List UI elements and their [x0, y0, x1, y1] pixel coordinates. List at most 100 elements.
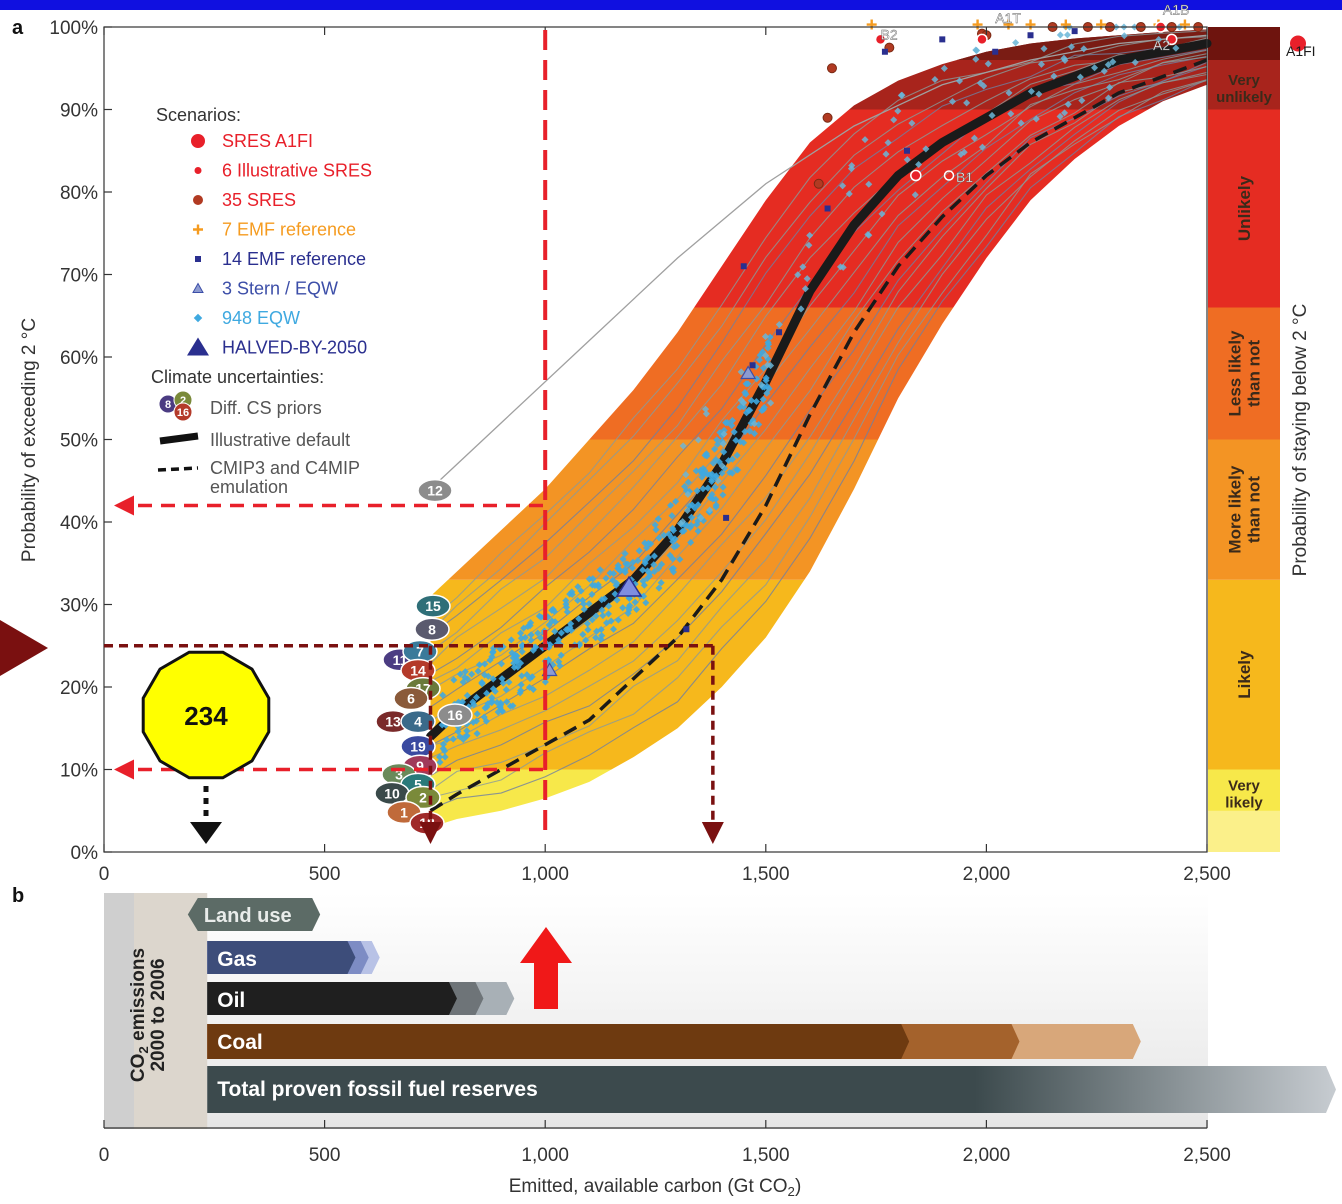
fan-curve-4: [430, 73, 1207, 759]
eqw-point: [655, 564, 663, 572]
eqw-point: [955, 77, 964, 85]
y-tick-label: 60%: [60, 348, 98, 369]
eqw-point: [728, 469, 736, 477]
legend-label: emulation: [210, 477, 288, 497]
legend-marker-icon: [192, 282, 204, 293]
eqw-point: [443, 736, 451, 744]
panel-b-bar-2: Oil: [207, 982, 515, 1015]
emf-orange-point: [1096, 19, 1107, 30]
eqw-point: [639, 566, 647, 574]
eqw-point: [621, 568, 629, 576]
eqw-point: [757, 381, 765, 389]
legend-cs-badge-number: 8: [165, 399, 171, 411]
band-label-0-line-1: likely: [1225, 794, 1263, 811]
eqw-point: [741, 428, 749, 436]
eqw-point: [640, 581, 648, 589]
legend-label: 35 SRES: [222, 190, 296, 210]
x-tick-label: 1,500: [742, 864, 790, 885]
eqw-point: [687, 538, 695, 546]
panel-b-label-strip: [104, 893, 134, 1129]
eqw-point: [526, 674, 534, 683]
eqw-point: [972, 55, 980, 63]
eqw-point: [497, 660, 506, 668]
eqw-point: [470, 701, 478, 709]
eqw-point: [704, 484, 712, 492]
eqw-point: [732, 436, 740, 444]
eqw-point: [742, 390, 750, 398]
eqw-point: [970, 134, 978, 142]
eqw-point: [682, 471, 690, 479]
bar-segment-0: [207, 1024, 910, 1059]
eqw-point: [474, 667, 482, 675]
legend-marker-icon: [193, 313, 203, 323]
cs-prior-badge-12: 12: [417, 478, 453, 503]
legend-label: Diff. CS priors: [210, 398, 322, 418]
eqw-point: [592, 634, 600, 642]
halved-by-2050-point: [615, 575, 643, 597]
eqw-point: [845, 190, 853, 198]
cs-prior-badge-number: 13: [385, 714, 401, 730]
eqw-point: [805, 241, 813, 249]
band-column-top: [1208, 27, 1280, 60]
emf-orange-point: [972, 19, 983, 30]
legend-climate-title: Climate uncertainties:: [151, 367, 324, 387]
eqw-point: [557, 651, 565, 659]
eqw-point: [861, 136, 869, 144]
eqw-point: [468, 670, 476, 678]
y-tick-label: 70%: [60, 266, 98, 287]
eqw-point: [760, 403, 768, 411]
eqw-point: [577, 587, 585, 595]
eqw-point: [750, 420, 758, 428]
eqw-point: [972, 46, 980, 54]
eqw-point: [737, 368, 745, 376]
eqw-point: [600, 595, 609, 603]
eqw-point: [747, 396, 755, 405]
cs-prior-badge-number: 5: [414, 776, 422, 792]
eqw-point: [584, 626, 592, 634]
eqw-point: [588, 616, 596, 624]
emf-navy-point: [1027, 32, 1034, 39]
legend-label: CMIP3 and C4MIP: [210, 458, 360, 478]
eqw-point: [520, 624, 528, 632]
eqw-point: [667, 501, 675, 509]
eqw-point: [591, 581, 599, 590]
eqw-point: [499, 679, 507, 687]
cs-prior-badge-number: 9: [416, 758, 424, 774]
eqw-point: [602, 619, 611, 627]
eqw-point: [706, 506, 714, 514]
band-column-1: [1208, 579, 1280, 770]
eqw-point: [475, 661, 484, 669]
eqw-point: [439, 740, 448, 748]
eqw-point: [755, 420, 763, 429]
eqw-point: [694, 527, 702, 535]
legend-label: 948 EQW: [222, 308, 300, 328]
panel-b-bar-0: Land use: [187, 898, 321, 931]
eqw-point: [483, 689, 491, 697]
emf-navy-point: [749, 362, 756, 369]
eqw-point: [629, 558, 637, 566]
eqw-point: [679, 442, 687, 450]
eqw-point: [463, 691, 471, 700]
eqw-point: [699, 485, 707, 493]
emf-navy-point: [1071, 28, 1078, 35]
band-column-faint: [1208, 810, 1280, 852]
y-tick-label: 90%: [60, 101, 98, 122]
emf-navy-point: [824, 205, 831, 212]
eqw-point: [614, 616, 622, 624]
eqw-point: [720, 430, 728, 438]
y-tick-label: 30%: [60, 596, 98, 617]
cs-prior-badge-number: 12: [427, 483, 443, 499]
point-label-a1t: A1T: [995, 10, 1021, 26]
eqw-point: [461, 668, 469, 676]
panel-b-x-tick-label: 0: [99, 1145, 110, 1166]
emf-navy-point: [939, 36, 946, 43]
eqw-point: [766, 333, 774, 341]
legend-item-6: 948 EQW: [193, 308, 300, 328]
eqw-point: [484, 672, 492, 680]
eqw-point: [940, 64, 948, 72]
cs-prior-badge-19: 19: [400, 734, 436, 759]
eqw-point: [436, 753, 444, 761]
legend-label: 6 Illustrative SRES: [222, 161, 372, 181]
panel-b-bar-1: Gas: [207, 941, 380, 974]
